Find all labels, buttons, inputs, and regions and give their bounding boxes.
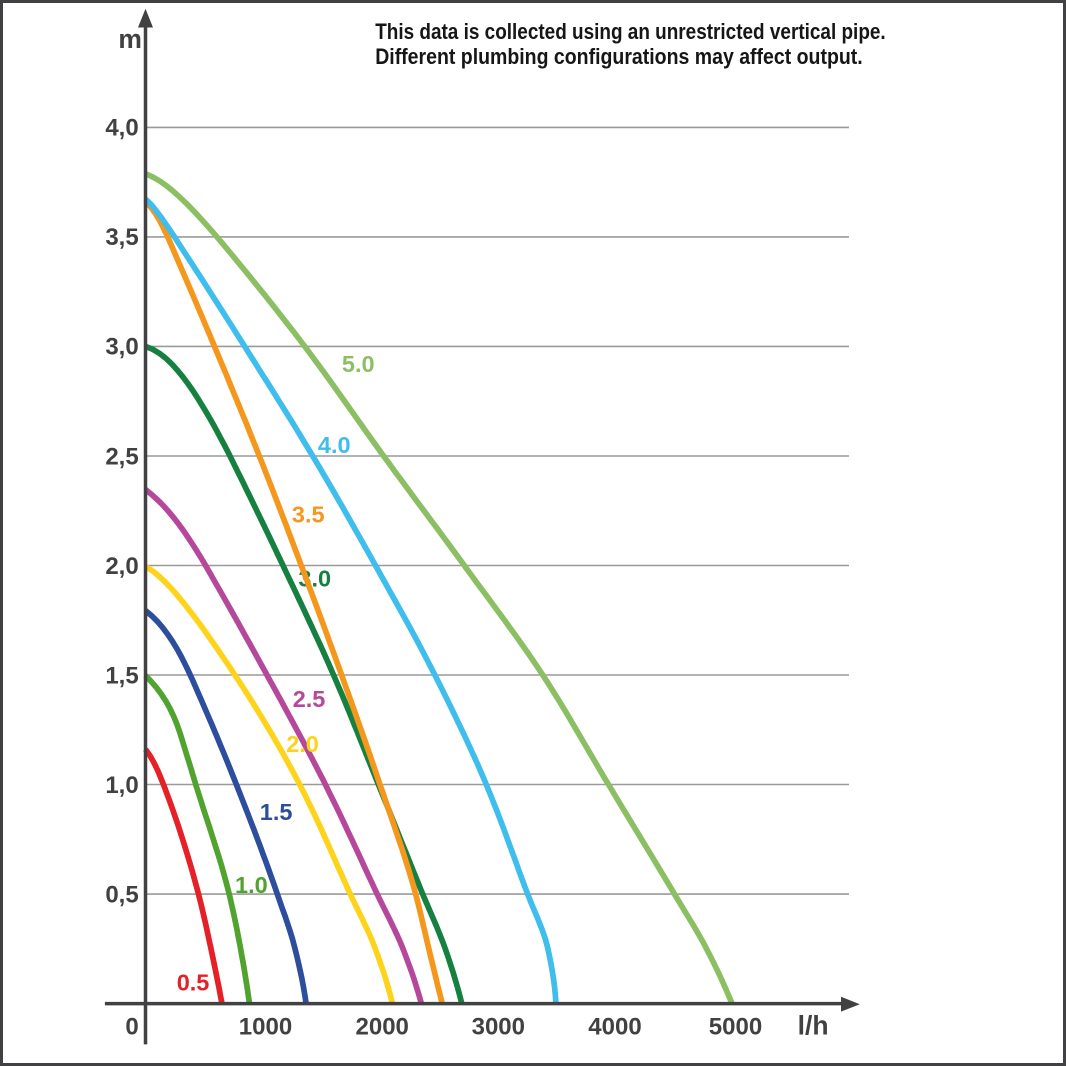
svg-text:3.5: 3.5 bbox=[292, 502, 325, 528]
svg-text:2.5: 2.5 bbox=[293, 686, 326, 712]
svg-text:2000: 2000 bbox=[356, 1014, 409, 1041]
svg-text:4000: 4000 bbox=[588, 1014, 641, 1041]
svg-text:2.0: 2.0 bbox=[286, 731, 319, 757]
svg-text:4,0: 4,0 bbox=[105, 115, 138, 142]
svg-text:4.0: 4.0 bbox=[318, 432, 351, 458]
svg-text:1.0: 1.0 bbox=[235, 872, 268, 898]
svg-text:0,5: 0,5 bbox=[105, 881, 138, 908]
svg-text:2,0: 2,0 bbox=[105, 553, 138, 580]
svg-text:0: 0 bbox=[125, 1014, 138, 1041]
svg-text:1,0: 1,0 bbox=[105, 772, 138, 799]
svg-text:5000: 5000 bbox=[709, 1014, 762, 1041]
svg-text:1,5: 1,5 bbox=[105, 662, 138, 689]
svg-text:1.5: 1.5 bbox=[260, 799, 293, 825]
svg-text:3,5: 3,5 bbox=[105, 224, 138, 251]
svg-text:This data is collected using a: This data is collected using an unrestri… bbox=[375, 19, 886, 44]
svg-text:m: m bbox=[118, 24, 142, 54]
svg-text:Different plumbing configurati: Different plumbing configurations may af… bbox=[375, 44, 863, 69]
svg-text:2,5: 2,5 bbox=[105, 443, 138, 470]
svg-text:0.5: 0.5 bbox=[177, 970, 210, 996]
svg-text:l/h: l/h bbox=[798, 1011, 829, 1041]
svg-text:5.0: 5.0 bbox=[342, 351, 375, 377]
svg-text:1000: 1000 bbox=[239, 1014, 292, 1041]
svg-text:3,0: 3,0 bbox=[105, 334, 138, 361]
svg-text:3000: 3000 bbox=[472, 1014, 525, 1041]
